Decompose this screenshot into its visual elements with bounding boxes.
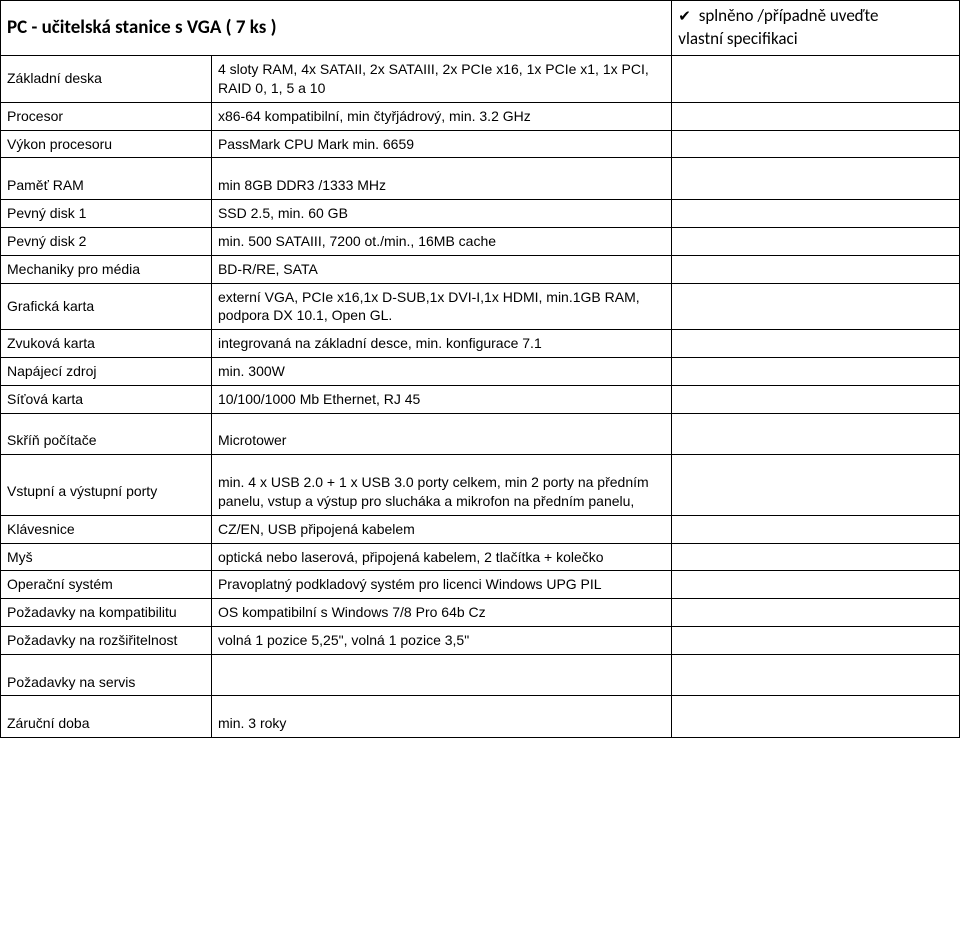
check-napajeci [672,358,960,386]
label-graficka: Grafická karta [1,283,212,330]
value-zvukova: integrovaná na základní desce, min. konf… [211,330,671,358]
value-mys: optická nebo laserová, připojená kabelem… [211,543,671,571]
value-disk1: SSD 2.5, min. 60 GB [211,199,671,227]
label-zaruka: Záruční doba [1,710,212,737]
spec-table: PC - učitelská stanice s VGA ( 7 ks ) ✔ … [0,0,960,738]
check-sitova [672,386,960,414]
label-skrin: Skříň počítače [1,427,212,454]
value-vykon: PassMark CPU Mark min. 6659 [211,130,671,158]
row-klavesnice: Klávesnice CZ/EN, USB připojená kabelem [1,515,960,543]
spacer-row-2 [1,413,960,427]
label-klavesnice: Klávesnice [1,515,212,543]
value-skrin: Microtower [211,427,671,454]
header-check-line2: vlastní specifikaci [678,28,797,49]
row-servis: Požadavky na servis [1,669,960,696]
label-disk2: Pevný disk 2 [1,227,212,255]
check-mys [672,543,960,571]
value-sitova: 10/100/1000 Mb Ethernet, RJ 45 [211,386,671,414]
row-kompat: Požadavky na kompatibilitu OS kompatibil… [1,599,960,627]
header-check-line1: splněno /případně uveďte [695,5,879,26]
row-zaruka: Záruční doba min. 3 roky [1,710,960,737]
check-os [672,571,960,599]
row-pamet: Paměť RAM min 8GB DDR3 /1333 MHz [1,172,960,199]
label-disk1: Pevný disk 1 [1,199,212,227]
row-porty: Vstupní a výstupní porty min. 4 x USB 2.… [1,469,960,515]
value-disk2: min. 500 SATAIII, 7200 ot./min., 16MB ca… [211,227,671,255]
row-vykon: Výkon procesoru PassMark CPU Mark min. 6… [1,130,960,158]
check-porty [672,469,960,515]
check-skrin [672,427,960,454]
check-kompat [672,599,960,627]
spacer-row-4 [1,655,960,669]
row-zakladni-deska: Základní deska 4 sloty RAM, 4x SATAII, 2… [1,55,960,102]
check-disk1 [672,199,960,227]
label-zakladni-deska: Základní deska [1,55,212,102]
row-zvukova: Zvuková karta integrovaná na základní de… [1,330,960,358]
label-napajeci: Napájecí zdroj [1,358,212,386]
header-check-cell: ✔ splněno /případně uveďte vlastní speci… [672,1,960,56]
value-napajeci: min. 300W [211,358,671,386]
row-sitova: Síťová karta 10/100/1000 Mb Ethernet, RJ… [1,386,960,414]
label-porty: Vstupní a výstupní porty [1,469,212,515]
row-skrin: Skříň počítače Microtower [1,427,960,454]
label-kompat: Požadavky na kompatibilitu [1,599,212,627]
spacer-row [1,158,960,172]
value-zakladni-deska: 4 sloty RAM, 4x SATAII, 2x SATAIII, 2x P… [211,55,671,102]
spacer-row-3 [1,455,960,469]
value-rozsir: volná 1 pozice 5,25", volná 1 pozice 3,5… [211,627,671,655]
check-icon: ✔ [678,8,691,26]
check-vykon [672,130,960,158]
value-procesor: x86-64 kompatibilní, min čtyřjádrový, mi… [211,102,671,130]
value-mechaniky: BD-R/RE, SATA [211,255,671,283]
value-zaruka: min. 3 roky [211,710,671,737]
row-rozsir: Požadavky na rozšiřitelnost volná 1 pozi… [1,627,960,655]
label-procesor: Procesor [1,102,212,130]
row-disk1: Pevný disk 1 SSD 2.5, min. 60 GB [1,199,960,227]
page-title: PC - učitelská stanice s VGA ( 7 ks ) [1,1,672,56]
check-zaruka [672,710,960,737]
row-napajeci: Napájecí zdroj min. 300W [1,358,960,386]
row-procesor: Procesor x86-64 kompatibilní, min čtyřjá… [1,102,960,130]
label-sitova: Síťová karta [1,386,212,414]
row-mechaniky: Mechaniky pro média BD-R/RE, SATA [1,255,960,283]
row-os: Operační systém Pravoplatný podkladový s… [1,571,960,599]
spacer-row-5 [1,696,960,710]
check-pamet [672,172,960,199]
check-mechaniky [672,255,960,283]
label-vykon: Výkon procesoru [1,130,212,158]
value-os: Pravoplatný podkladový systém pro licenc… [211,571,671,599]
value-klavesnice: CZ/EN, USB připojená kabelem [211,515,671,543]
check-disk2 [672,227,960,255]
label-os: Operační systém [1,571,212,599]
label-pamet: Paměť RAM [1,172,212,199]
label-mys: Myš [1,543,212,571]
label-rozsir: Požadavky na rozšiřitelnost [1,627,212,655]
check-klavesnice [672,515,960,543]
value-kompat: OS kompatibilní s Windows 7/8 Pro 64b Cz [211,599,671,627]
label-zvukova: Zvuková karta [1,330,212,358]
check-servis [672,669,960,696]
check-zakladni-deska [672,55,960,102]
value-servis [211,669,671,696]
row-disk2: Pevný disk 2 min. 500 SATAIII, 7200 ot./… [1,227,960,255]
label-servis: Požadavky na servis [1,669,212,696]
check-rozsir [672,627,960,655]
check-zvukova [672,330,960,358]
value-pamet: min 8GB DDR3 /1333 MHz [211,172,671,199]
value-porty: min. 4 x USB 2.0 + 1 x USB 3.0 porty cel… [211,469,671,515]
check-procesor [672,102,960,130]
value-graficka: externí VGA, PCIe x16,1x D-SUB,1x DVI-I,… [211,283,671,330]
row-mys: Myš optická nebo laserová, připojená kab… [1,543,960,571]
row-graficka: Grafická karta externí VGA, PCIe x16,1x … [1,283,960,330]
label-mechaniky: Mechaniky pro média [1,255,212,283]
check-graficka [672,283,960,330]
